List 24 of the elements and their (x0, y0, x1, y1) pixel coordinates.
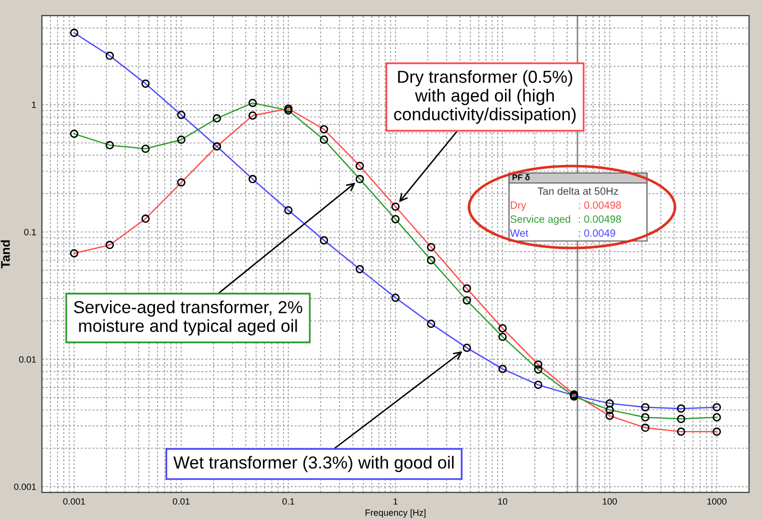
x-tick-label: 0.1 (282, 498, 294, 505)
annotation: : 0.00498 (578, 215, 621, 223)
x-tick-label: 1 (394, 498, 398, 505)
y-tick-label: 0.1 (24, 228, 36, 236)
text: Wet (510, 230, 528, 237)
annotation: PF δ (512, 174, 530, 180)
text: Service aged (510, 215, 570, 225)
y-axis-title: Tand (0, 240, 10, 268)
y-tick-label: 0.01 (19, 356, 36, 363)
y-tick-label: 1 (32, 102, 36, 108)
x-tick-label: 1000 (707, 498, 726, 505)
annotation: : 0.0049 (578, 229, 616, 237)
x-tick-label: 0.01 (172, 498, 190, 505)
annotation: Dry transformer (0.5%) with aged oil (high conductivity/dissipation) (394, 70, 576, 124)
text: Dry (510, 202, 526, 211)
annotation: Tan delta at 50Hz (538, 187, 618, 195)
x-axis-title: Frequency [Hz] (366, 509, 426, 518)
annotation: Wet transformer (3.3%) with good oil (173, 456, 454, 472)
x-tick-label: 100 (602, 498, 617, 505)
x-tick-label: 0.001 (63, 498, 86, 505)
y-tick-label: 0.001 (14, 484, 36, 490)
x-tick-label: 10 (498, 498, 508, 505)
annotation: : 0.00498 (578, 201, 621, 209)
annotation: Service-aged transformer, 2% moisture and typical aged oil (74, 300, 302, 336)
